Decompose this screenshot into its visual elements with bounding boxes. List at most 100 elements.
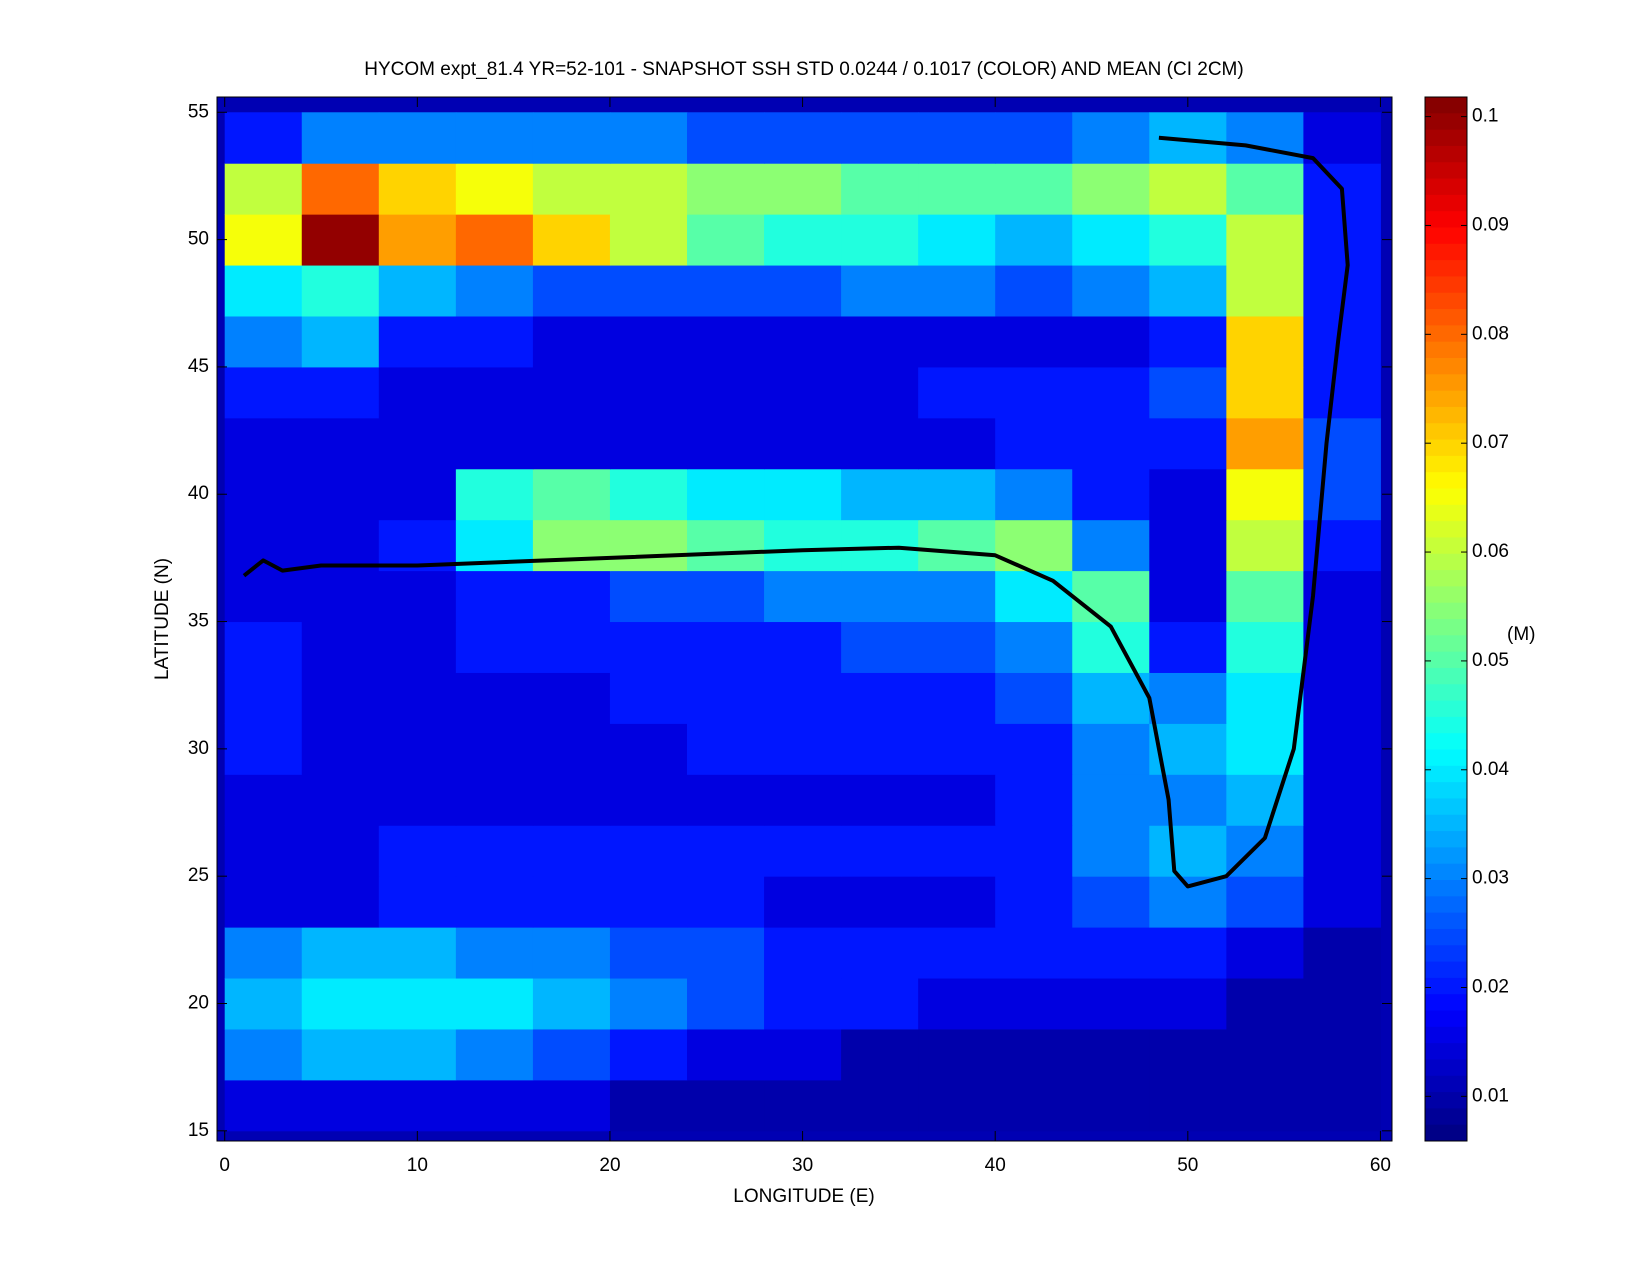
heatmap-cell [1303,672,1381,724]
heatmap-cell [1149,366,1227,419]
heatmap-cell [1226,570,1304,623]
colorbar-segment [1425,113,1467,131]
colorbar-tick-label: 0.01 [1472,1085,1509,1106]
colorbar-segment [1425,586,1467,604]
heatmap-cell [378,978,457,1030]
heatmap-cell [378,876,457,928]
colorbar-segment [1425,325,1467,343]
heatmap-cell [1226,621,1304,673]
heatmap-cell [455,570,534,623]
heatmap-cell [1226,417,1304,470]
colorbar-segment [1425,211,1467,228]
heatmap-cell [918,163,996,215]
heatmap-cell [1303,112,1381,164]
heatmap-cell [1072,315,1150,368]
heatmap-cell [301,1028,380,1081]
heatmap-cell [1072,570,1150,623]
colorbar-segment [1425,782,1467,799]
heatmap-cell [1072,417,1150,470]
heatmap-cell [995,672,1073,724]
heatmap-cell [918,1028,996,1081]
heatmap-cell [918,672,996,724]
heatmap-cell [918,519,996,572]
heatmap-cell [1072,978,1150,1030]
heatmap-cell [1303,1079,1381,1132]
y-tick-label: 45 [188,356,209,377]
heatmap-cell [764,723,842,775]
heatmap-cell [687,927,765,979]
heatmap-cell [764,163,842,215]
heatmap-cell [1226,1028,1304,1081]
colorbar-segment [1425,667,1467,685]
heatmap-cell [609,825,688,877]
heatmap-cell [1149,163,1227,215]
heatmap-cell [378,927,457,979]
heatmap-cell [918,621,996,673]
heatmap-cell [918,468,996,521]
colorbar-segment [1425,977,1467,995]
heatmap-cell [301,876,380,928]
colorbar-segment [1425,831,1467,848]
heatmap-cell [224,1028,303,1081]
heatmap-cell [532,978,611,1030]
colorbar-segment [1425,455,1467,473]
heatmap-cell [687,214,765,266]
heatmap-cell [224,417,303,470]
colorbar-segment [1425,97,1467,114]
heatmap-cell [841,774,919,826]
heatmap-cell [1303,723,1381,775]
heatmap-cell [378,672,457,724]
heatmap-cell [918,927,996,979]
heatmap-cell [764,112,842,164]
x-tick-label: 10 [407,1155,428,1176]
heatmap-cell [995,1079,1073,1132]
heatmap-cell [532,825,611,877]
heatmap-cell [1226,723,1304,775]
heatmap-cell [1149,214,1227,266]
heatmap-cell [455,163,534,215]
heatmap-cell [455,876,534,928]
heatmap-cell [995,621,1073,673]
heatmap-cell [532,214,611,266]
heatmap-cell [995,315,1073,368]
heatmap-cell [764,366,842,419]
heatmap-cell [609,214,688,266]
heatmap-cell [301,927,380,979]
heatmap-cell [378,1028,457,1081]
colorbar-segment [1425,1059,1467,1077]
colorbar-segment [1425,292,1467,310]
heatmap-cell [764,927,842,979]
colorbar-segment [1425,472,1467,489]
colorbar-segment [1425,814,1467,832]
colorbar-segment [1425,374,1467,392]
colorbar-tick-label: 0.03 [1472,868,1509,889]
y-tick-label: 30 [188,738,209,759]
heatmap-cell [1072,163,1150,215]
heatmap-cell [224,723,303,775]
heatmap-cell [301,112,380,164]
colorbar-segment [1425,684,1467,702]
colorbar-segment [1425,439,1467,457]
colorbar-segment [1425,227,1467,245]
heatmap-cell [995,214,1073,266]
heatmap-cell [841,366,919,419]
heatmap-cell [995,825,1073,877]
heatmap-cell [764,417,842,470]
heatmap-cell [378,265,457,317]
colorbar-segment [1425,260,1467,277]
heatmap-cell [609,163,688,215]
heatmap-cell [378,214,457,266]
heatmap-cell [764,1028,842,1081]
colorbar-tick-label: 0.08 [1472,323,1509,344]
y-tick-label: 15 [188,1120,209,1141]
colorbar-segment [1425,880,1467,897]
heatmap-cell [609,1028,688,1081]
heatmap-cell [1149,1028,1227,1081]
heatmap-cell [609,876,688,928]
colorbar-segment [1425,700,1467,718]
heatmap-cell [841,315,919,368]
heatmap-cell [224,265,303,317]
colorbar-tick-label: 0.1 [1472,106,1498,127]
heatmap-cell [1149,315,1227,368]
heatmap-cell [301,621,380,673]
